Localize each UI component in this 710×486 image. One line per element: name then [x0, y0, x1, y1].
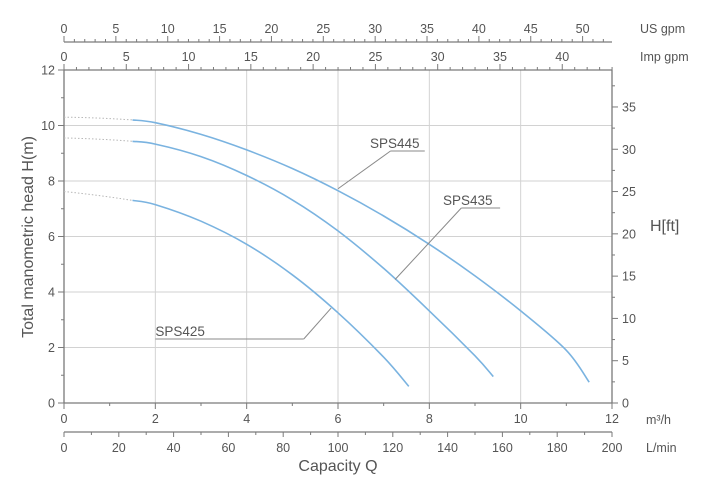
- y-tick-label: 4: [48, 286, 55, 300]
- usgpm-tick-label: 50: [576, 22, 590, 36]
- series-extrapolation-sps445: [63, 116, 133, 121]
- right-tick-label: 20: [622, 227, 636, 241]
- lmin-tick-label: 60: [221, 441, 235, 455]
- right-axis-title: H[ft]: [650, 218, 679, 235]
- series-line-sps435: [132, 140, 494, 378]
- x-tick-label: 4: [243, 412, 250, 426]
- impgpm-tick-label: 5: [123, 50, 130, 64]
- impgpm-tick-label: 30: [431, 50, 445, 64]
- right-tick-label: 35: [622, 100, 636, 114]
- series-line-sps445: [132, 119, 590, 383]
- lmin-tick-label: 180: [547, 441, 568, 455]
- impgpm-tick-label: 0: [61, 50, 68, 64]
- lmin-tick-label: 0: [61, 441, 68, 455]
- right-tick-label: 5: [622, 354, 629, 368]
- impgpm-tick-label: 20: [306, 50, 320, 64]
- series-extrapolation-sps425: [63, 191, 133, 201]
- m3h-unit-label: m³/h: [646, 413, 671, 427]
- y-tick-label: 2: [48, 341, 55, 355]
- y-tick-label: 6: [48, 230, 55, 244]
- usgpm-tick-label: 5: [112, 22, 119, 36]
- impgpm-tick-label: 40: [555, 50, 569, 64]
- y-axis-title: Total manometric head H(m): [20, 136, 37, 338]
- lmin-tick-label: 100: [328, 441, 349, 455]
- x-tick-label: 6: [335, 412, 342, 426]
- usgpm-tick-label: 15: [213, 22, 227, 36]
- label-leader-sps425: [303, 307, 332, 340]
- impgpm-tick-label: 10: [182, 50, 196, 64]
- series-extrapolation-sps435: [63, 137, 133, 142]
- usgpm-tick-label: 0: [61, 22, 68, 36]
- impgpm-tick-label: 15: [244, 50, 258, 64]
- x-tick-label: 10: [514, 412, 528, 426]
- lmin-tick-label: 140: [437, 441, 458, 455]
- x-tick-label: 0: [61, 412, 68, 426]
- usgpm-tick-label: 20: [264, 22, 278, 36]
- impgpm-unit-label: Imp gpm: [640, 50, 689, 64]
- usgpm-tick-label: 40: [472, 22, 486, 36]
- usgpm-unit-label: US gpm: [640, 22, 685, 36]
- right-tick-label: 25: [622, 185, 636, 199]
- lmin-tick-label: 160: [492, 441, 513, 455]
- label-leader-sps435: [394, 207, 462, 280]
- x-tick-label: 8: [426, 412, 433, 426]
- y-tick-label: 8: [48, 175, 55, 189]
- lmin-tick-label: 20: [112, 441, 126, 455]
- series-line-sps425: [132, 199, 410, 387]
- x-axis-title: Capacity Q: [298, 458, 377, 475]
- right-tick-label: 30: [622, 143, 636, 157]
- x-tick-label: 2: [152, 412, 159, 426]
- lmin-tick-label: 40: [167, 441, 181, 455]
- usgpm-tick-label: 25: [316, 22, 330, 36]
- y-tick-label: 0: [48, 397, 55, 411]
- y-tick-label: 10: [41, 119, 55, 133]
- x-tick-label: 12: [605, 412, 619, 426]
- usgpm-tick-label: 45: [524, 22, 538, 36]
- right-tick-label: 0: [622, 397, 629, 411]
- lmin-tick-label: 80: [276, 441, 290, 455]
- impgpm-tick-label: 35: [493, 50, 507, 64]
- y-tick-label: 12: [41, 64, 55, 78]
- label-leader-sps445: [337, 150, 391, 190]
- lmin-tick-label: 120: [382, 441, 403, 455]
- usgpm-tick-label: 35: [420, 22, 434, 36]
- usgpm-tick-label: 10: [161, 22, 175, 36]
- series-label-sps435: SPS435: [443, 193, 493, 208]
- usgpm-tick-label: 30: [368, 22, 382, 36]
- series-label-sps425: SPS425: [155, 324, 205, 339]
- lmin-unit-label: L/min: [646, 441, 677, 455]
- right-tick-label: 15: [622, 270, 636, 284]
- impgpm-tick-label: 25: [368, 50, 382, 64]
- series-label-sps445: SPS445: [370, 136, 420, 151]
- lmin-tick-label: 200: [602, 441, 623, 455]
- right-tick-label: 10: [622, 312, 636, 326]
